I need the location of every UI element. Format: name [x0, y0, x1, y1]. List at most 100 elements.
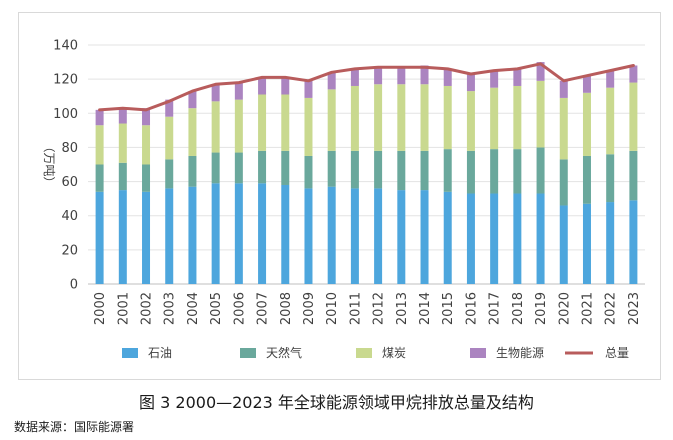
bar-煤炭-2021 — [582, 92, 591, 156]
x-tick-labels: 2000 2001 2002 2003 2004 2005 2006 2007 2008 2009… — [93, 292, 642, 325]
x-tick-label: 2019 — [534, 292, 549, 325]
bar-天然气-2006 — [234, 152, 243, 184]
bar-天然气-2003 — [165, 159, 174, 189]
x-tick-label: 2022 — [604, 292, 619, 325]
bar-石油-2021 — [582, 203, 591, 284]
bar-煤炭-2015 — [443, 85, 452, 150]
bar-生物能源-2016 — [466, 74, 475, 92]
bar-生物能源-2008 — [281, 77, 290, 95]
bar-天然气-2007 — [258, 150, 267, 184]
bar-天然气-2005 — [211, 152, 220, 184]
x-tick-label: 2013 — [395, 292, 410, 325]
bar-煤炭-2007 — [258, 94, 267, 151]
bar-天然气-2009 — [304, 155, 313, 189]
x-tick-label: 2020 — [557, 292, 572, 325]
bar-生物能源-2023 — [629, 65, 638, 83]
y-tick-label: 140 — [53, 39, 78, 54]
legend-swatch — [470, 348, 486, 358]
bar-石油-2004 — [188, 186, 197, 284]
bar-煤炭-2008 — [281, 94, 290, 151]
bar-煤炭-2002 — [142, 125, 151, 165]
x-tick-label: 2006 — [232, 292, 247, 325]
bar-天然气-2000 — [95, 164, 104, 192]
bar-煤炭-2018 — [513, 85, 522, 150]
x-tick-label: 2001 — [116, 292, 131, 325]
bar-天然气-2011 — [350, 150, 359, 189]
x-tick-label: 2003 — [163, 292, 178, 325]
y-tick-label: 60 — [61, 175, 78, 190]
bar-天然气-2014 — [420, 150, 429, 191]
bar-石油-2020 — [559, 205, 568, 284]
figure-caption: 图 3 2000—2023 年全球能源领域甲烷排放总量及结构 — [139, 393, 534, 412]
legend-swatch — [240, 348, 256, 358]
y-tick-label: 40 — [61, 209, 78, 224]
bar-生物能源-2022 — [606, 70, 615, 88]
bar-煤炭-2009 — [304, 97, 313, 156]
bar-煤炭-2003 — [165, 116, 174, 160]
bar-石油-2012 — [374, 188, 383, 284]
bar-生物能源-2013 — [397, 67, 406, 85]
bar-煤炭-2017 — [490, 87, 499, 150]
bar-生物能源-2019 — [536, 62, 545, 81]
x-tick-label: 2018 — [511, 292, 526, 325]
bar-天然气-2004 — [188, 155, 197, 187]
bar-煤炭-2004 — [188, 108, 197, 156]
x-tick-label: 2017 — [488, 292, 503, 325]
x-tick-label: 2012 — [372, 292, 387, 325]
bar-生物能源-2002 — [142, 108, 151, 126]
x-tick-label: 2015 — [441, 292, 456, 325]
bar-天然气-2015 — [443, 149, 452, 192]
bar-石油-2008 — [281, 184, 290, 284]
x-tick-label: 2014 — [418, 292, 433, 325]
bar-煤炭-2012 — [374, 84, 383, 151]
y-tick-labels: 0 20 40 60 80 100 120 140 — [53, 39, 78, 293]
legend: 石油 天然气 煤炭 生物能源 总量 — [122, 345, 629, 360]
data-source: 数据来源：国际能源署 — [14, 420, 135, 434]
x-tick-label: 2007 — [256, 292, 271, 325]
y-tick-label: 100 — [53, 107, 78, 122]
bar-石油-2006 — [234, 183, 243, 284]
bar-生物能源-2005 — [211, 84, 220, 102]
bar-天然气-2017 — [490, 149, 499, 194]
bar-石油-2013 — [397, 190, 406, 284]
bar-石油-2000 — [95, 191, 104, 284]
bar-天然气-2022 — [606, 154, 615, 203]
bar-天然气-2021 — [582, 155, 591, 204]
bar-石油-2011 — [350, 188, 359, 284]
bar-天然气-2012 — [374, 150, 383, 189]
bar-天然气-2013 — [397, 150, 406, 191]
bar-石油-2022 — [606, 202, 615, 284]
bar-生物能源-2015 — [443, 68, 452, 86]
bar-生物能源-2010 — [327, 72, 336, 90]
total-line-group — [98, 62, 635, 112]
bar-生物能源-2012 — [374, 67, 383, 85]
y-tick-label: 120 — [53, 73, 78, 88]
bar-天然气-2002 — [142, 164, 151, 192]
bar-生物能源-2000 — [95, 109, 104, 126]
bar-石油-2010 — [327, 186, 336, 284]
legend-swatch — [122, 348, 138, 358]
bars — [95, 62, 638, 284]
x-tick-label: 2021 — [580, 292, 595, 325]
bar-石油-2005 — [211, 183, 220, 284]
bar-生物能源-2014 — [420, 65, 429, 85]
bar-生物能源-2018 — [513, 68, 522, 86]
bar-生物能源-2006 — [234, 82, 243, 100]
bar-天然气-2010 — [327, 150, 336, 187]
x-tick-label: 2009 — [302, 292, 317, 325]
bar-生物能源-2017 — [490, 70, 499, 88]
bar-煤炭-2006 — [234, 99, 243, 153]
chart-frame — [18, 12, 661, 380]
bar-生物能源-2021 — [582, 75, 591, 93]
x-tick-label: 2004 — [186, 292, 201, 325]
bar-煤炭-2022 — [606, 87, 615, 155]
bar-生物能源-2020 — [559, 80, 568, 98]
x-tick-label: 2010 — [325, 292, 340, 325]
bar-天然气-2023 — [629, 150, 638, 201]
grid-lines — [88, 44, 645, 285]
x-tick-label: 2016 — [464, 292, 479, 325]
bar-石油-2009 — [304, 188, 313, 284]
bar-煤炭-2023 — [629, 82, 638, 151]
bar-生物能源-2009 — [304, 80, 313, 98]
